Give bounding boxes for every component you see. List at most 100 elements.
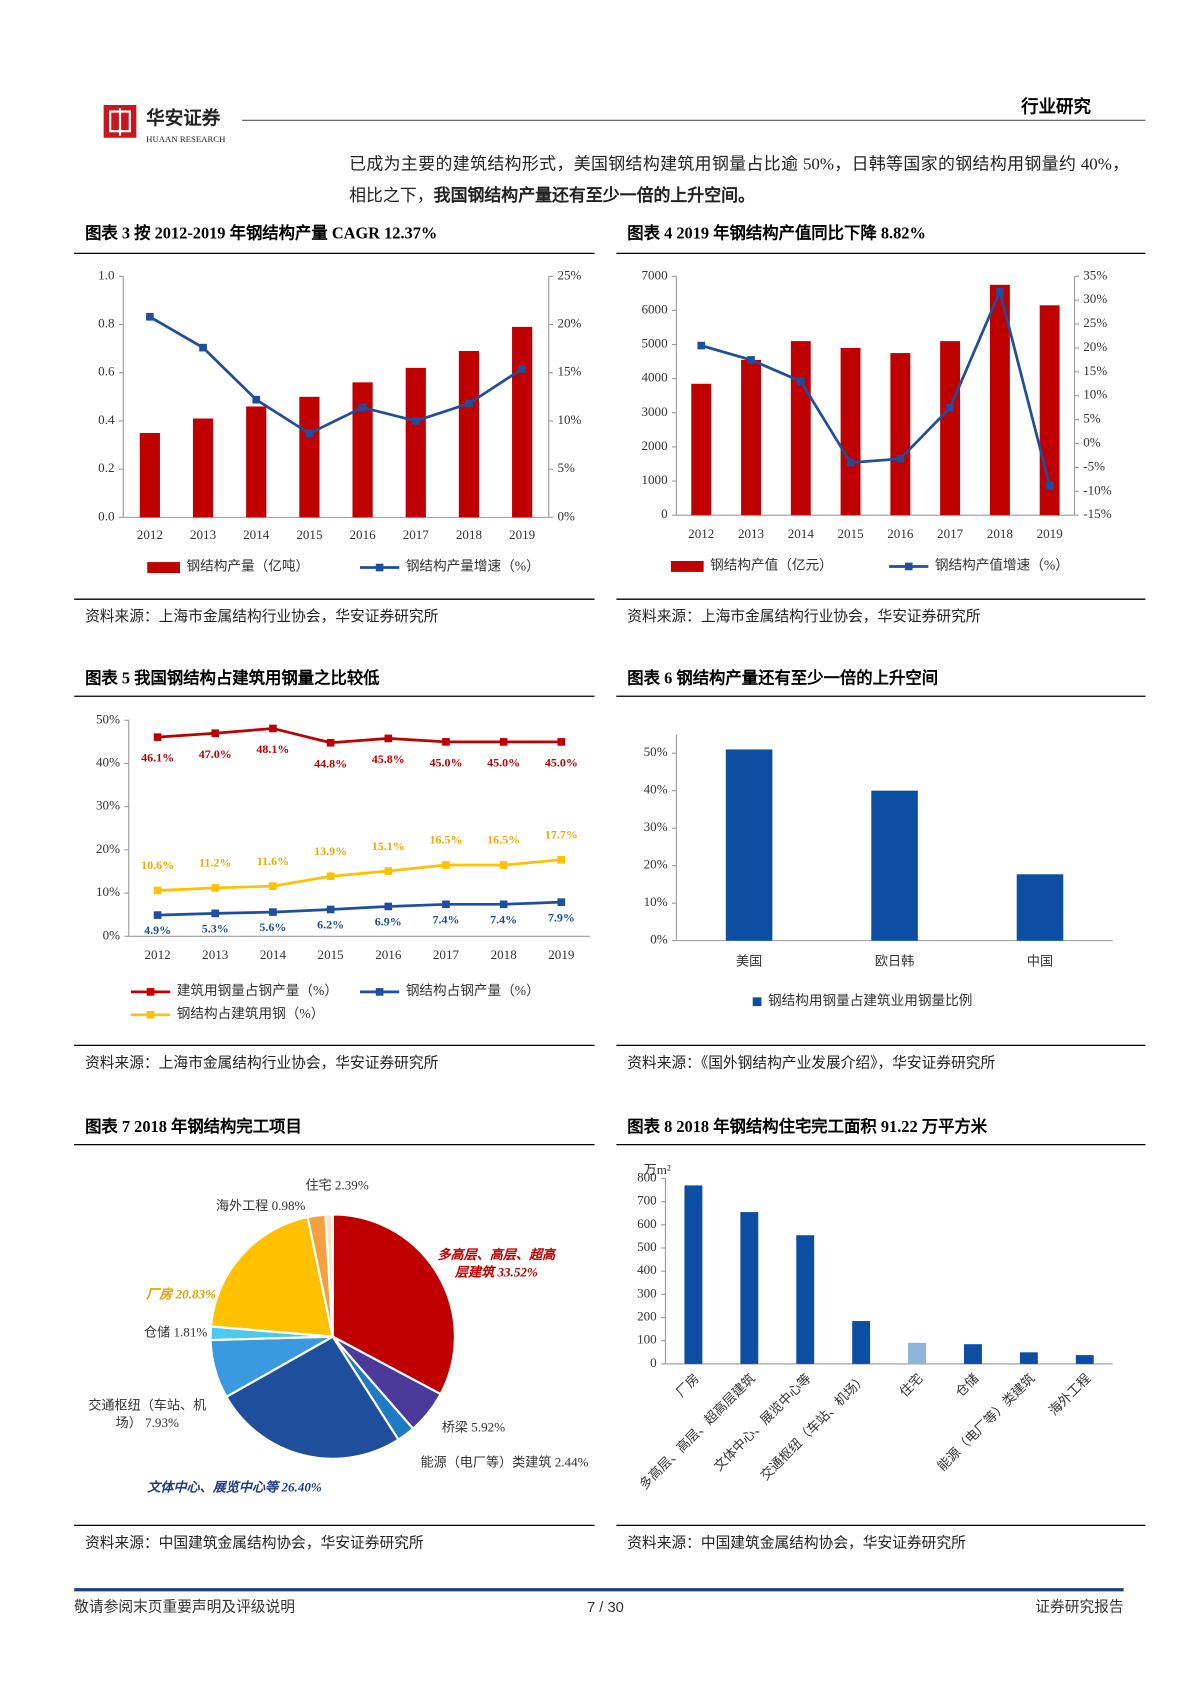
line-marker <box>384 867 393 875</box>
line-marker <box>557 898 566 906</box>
pie-label: 厂房 20.83% <box>146 1286 216 1301</box>
pie-label-box: 交通枢纽（车站、机场） 7.93% <box>76 1397 218 1432</box>
pie-label-box: 桥梁 5.92% <box>442 1418 562 1435</box>
x-tick-label: 仓储 <box>952 1371 981 1400</box>
line-marker <box>499 900 508 909</box>
line-marker <box>557 855 566 864</box>
line-marker <box>697 341 706 350</box>
y-tick-label: 0.2 <box>98 460 114 475</box>
y2-tick-label: -5% <box>1083 458 1105 473</box>
data-label: 6.9% <box>375 915 402 929</box>
figure: 图表 8 2018 年钢结构住宅完工面积 91.22 万平方米资料来源：中国建筑… <box>616 1117 1146 1551</box>
data-label: 7.4% <box>432 912 459 926</box>
line-marker <box>996 287 1004 296</box>
y2-tick-label: 10% <box>1083 387 1107 402</box>
pie-label-box: 海外工程 0.98% <box>153 1197 306 1214</box>
legend-swatch <box>670 561 704 572</box>
value-label: 2.44% <box>554 1454 589 1470</box>
bar <box>512 326 533 518</box>
data-label: 45.8% <box>372 752 405 766</box>
y-tick-label: 50% <box>644 744 668 759</box>
line-marker <box>442 861 450 869</box>
x-tick-label: 多高层、高层、超高层建筑 <box>636 1370 758 1492</box>
bar <box>852 1321 871 1364</box>
y2-tick-label: 10% <box>557 412 581 427</box>
source: 资料来源：中国建筑金属结构协会，华安证券研究所 <box>85 1534 424 1551</box>
x-tick-label: 2016 <box>887 526 914 541</box>
bar <box>790 341 811 516</box>
y-tick-label: 40% <box>96 754 120 769</box>
data-label: 16.5% <box>429 833 462 847</box>
section-label: 行业研究 <box>1020 96 1091 116</box>
line-marker <box>442 900 450 909</box>
x-tick-label: 住宅 <box>897 1371 926 1400</box>
line-marker <box>211 909 220 918</box>
source: 资料来源：上海市金属结构行业协会，华安证券研究所 <box>85 1054 439 1071</box>
pie-slice <box>209 1215 335 1338</box>
y-tick-label: 20% <box>644 857 668 872</box>
figure-title: 图表 3 按 2012-2019 年钢结构产量 CAGR 12.37% <box>85 224 437 243</box>
x-tick-label: 交通枢纽（车站、机场） <box>757 1370 870 1483</box>
x-tick-label: 欧日韩 <box>875 953 914 968</box>
bar <box>890 353 911 516</box>
line-marker <box>153 733 162 741</box>
y-tick-label: 400 <box>637 1262 657 1277</box>
legend-swatch <box>146 1011 155 1019</box>
line-marker <box>326 738 335 747</box>
line-marker <box>846 458 855 467</box>
line-marker <box>305 429 314 438</box>
source: 资料来源：上海市金属结构行业协会，华安证券研究所 <box>85 608 439 625</box>
y-tick-label: 10% <box>644 894 668 909</box>
line-marker <box>326 905 335 914</box>
value-label: 0.98% <box>271 1198 306 1214</box>
y-tick-label: 2000 <box>641 438 668 453</box>
y2-tick-label: -15% <box>1083 506 1111 521</box>
bar <box>691 383 712 516</box>
y2-tick-label: 30% <box>1083 291 1107 306</box>
y-tick-label: 1000 <box>641 472 668 487</box>
y2-tick-label: 20% <box>1083 339 1107 354</box>
x-tick-label: 2015 <box>296 527 323 542</box>
data-label: 47.0% <box>199 747 232 761</box>
line <box>157 900 562 917</box>
y2-tick-label: 25% <box>557 267 581 282</box>
legend-swatch <box>375 563 384 572</box>
data-label: 5.3% <box>202 921 229 935</box>
bar <box>405 367 426 518</box>
legend-label: 钢结构产量（亿吨） <box>187 559 310 574</box>
value-label: 5.92% <box>471 1419 506 1435</box>
line-marker <box>153 886 162 895</box>
y-tick-label: 0 <box>650 1355 657 1370</box>
x-tick-label: 2015 <box>837 526 864 541</box>
legend-swatch <box>375 988 384 996</box>
y2-tick-label: 15% <box>557 364 581 379</box>
figure: 图表 5 我国钢结构占建筑用钢量之比较低资料来源：上海市金属结构行业协会，华安证… <box>74 669 595 1071</box>
source: 资料来源：中国建筑金属结构协会，华安证券研究所 <box>627 1534 966 1551</box>
header: 华安证券 HUAAN RESEARCH 行业研究 <box>103 96 1146 144</box>
y2-tick-label: 5% <box>557 460 575 475</box>
figure-title: 图表 5 我国钢结构占建筑用钢量之比较低 <box>85 669 380 688</box>
data-label: 11.6% <box>257 854 289 868</box>
figure-title: 图表 8 2018 年钢结构住宅完工面积 91.22 万平方米 <box>627 1117 988 1136</box>
line-marker <box>252 395 261 404</box>
x-tick-label: 2016 <box>350 527 377 542</box>
bar <box>139 432 160 518</box>
legend-swatch <box>146 988 155 996</box>
line-marker <box>747 356 755 364</box>
legend-label: 钢结构产值增速（%） <box>935 558 1069 573</box>
category-label: 桥梁 <box>441 1419 469 1435</box>
x-tick-label: 2019 <box>1037 526 1063 541</box>
x-tick-label: 2018 <box>987 526 1014 541</box>
line-marker <box>946 403 954 412</box>
data-label: 44.8% <box>314 756 347 770</box>
x-tick-label: 2013 <box>738 526 765 541</box>
data-label: 45.0% <box>429 755 462 769</box>
data-label: 48.1% <box>256 742 289 756</box>
legend-label: 钢结构占钢产量（%） <box>406 983 540 998</box>
value-label: 2.39% <box>334 1177 369 1193</box>
figure: 图表 7 2018 年钢结构完工项目资料来源：中国建筑金属结构协会，华安证券研究… <box>74 1117 595 1551</box>
y-tick-label: 4000 <box>641 370 668 385</box>
y-tick-label: 700 <box>637 1193 657 1208</box>
line-marker <box>411 417 420 425</box>
legend-label: 钢结构用钢量占建筑业用钢量比例 <box>768 993 972 1008</box>
